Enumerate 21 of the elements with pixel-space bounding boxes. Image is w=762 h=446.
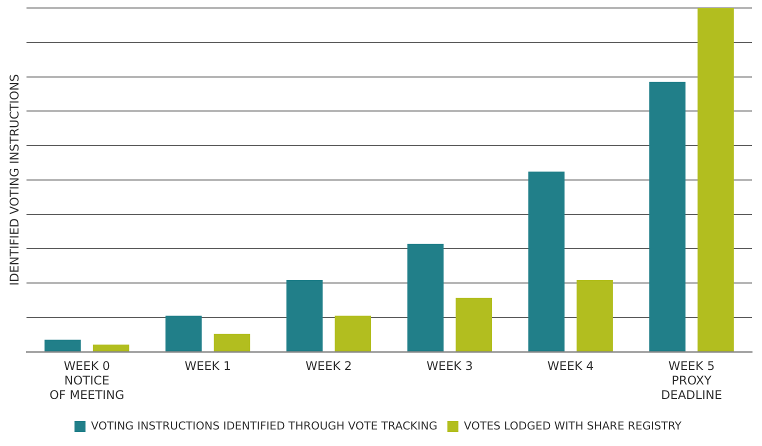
bar bbox=[456, 298, 492, 352]
bar bbox=[44, 340, 81, 352]
bar bbox=[214, 334, 250, 352]
bar bbox=[286, 280, 323, 352]
bar bbox=[649, 82, 686, 352]
x-tick-label: WEEK 0 NOTICE OF MEETING bbox=[49, 359, 124, 402]
bar bbox=[165, 316, 202, 352]
bar bbox=[92, 344, 130, 352]
bar bbox=[407, 244, 444, 352]
x-tick-label: WEEK 3 bbox=[426, 359, 473, 374]
x-tick-label: WEEK 2 bbox=[306, 359, 352, 374]
bar bbox=[528, 172, 565, 352]
legend-label: VOTES LODGED WITH SHARE REGISTRY bbox=[464, 419, 682, 432]
y-axis-title: IDENTIFIED VOTING INSTRUCTIONS bbox=[7, 74, 22, 286]
x-tick-label: WEEK 4 bbox=[547, 359, 594, 374]
bar bbox=[576, 280, 613, 352]
x-tick-label: WEEK 1 bbox=[184, 359, 231, 374]
x-tick-label: WEEK 5 PROXY DEADLINE bbox=[661, 359, 722, 402]
bar bbox=[334, 316, 372, 352]
bar bbox=[698, 8, 734, 352]
legend-label: VOTING INSTRUCTIONS IDENTIFIED THROUGH VOTE TRACKING bbox=[91, 419, 438, 432]
